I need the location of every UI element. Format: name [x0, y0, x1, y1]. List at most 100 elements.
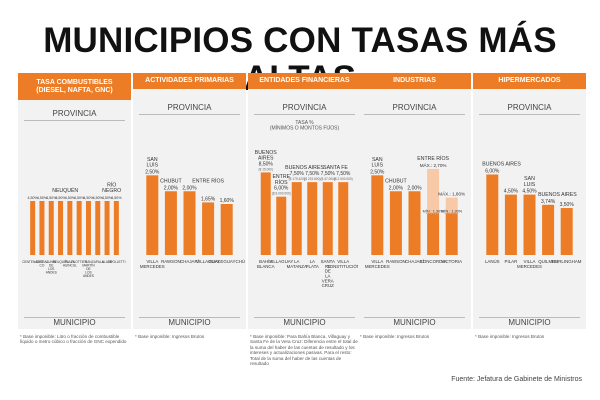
data-label: 8,50%	[259, 161, 274, 167]
data-label: 4,50%	[111, 196, 122, 200]
bar-quilmes	[542, 204, 555, 255]
bar-cutral-co	[39, 201, 45, 255]
category-label: JUNÍN DE LOS ANDES	[46, 260, 57, 275]
data-label: 6,00%	[274, 186, 289, 192]
bar-san-martin-de-los-andes	[85, 201, 91, 255]
category-label: VILLA MERCEDES	[140, 259, 165, 269]
category-label: LANÚS	[485, 259, 500, 264]
data-label: 7,50%	[336, 171, 351, 177]
province-divider	[24, 120, 125, 121]
category-label: VILLA MERCEDES	[365, 259, 390, 269]
category-label: CHAJARÍ	[180, 259, 200, 264]
province-axis-label: PROVINCIA	[282, 103, 327, 112]
panel-header: ENTIDADES FINANCIERAS	[248, 73, 361, 89]
bar-chart-svg: 2,50% VILLA MERCEDES 2,00% RAWSON 2,00% CHAJAR…	[365, 155, 465, 269]
bar-chart-svg: 6,00% LANÚS 4,50% PILAR 4,50% VILLA MERCEDES 3,…	[482, 161, 582, 269]
bar-junin-de-los-andes	[48, 201, 54, 255]
data-label: 7,50%	[305, 171, 320, 177]
category-label: VILLAGUAY	[269, 259, 293, 264]
category-label: CENTENARIO	[22, 260, 43, 264]
data-label: 1,60%	[220, 198, 235, 204]
category-label: HURLINGHAM	[552, 259, 582, 264]
province-group-label: SAN LUIS	[524, 176, 536, 188]
municipality-divider	[479, 317, 580, 318]
data-label: 7,50%	[290, 171, 305, 177]
data-label: 2,00%	[407, 185, 422, 191]
category-label: VICTORIA	[441, 259, 462, 264]
data-label: 2,00%	[164, 185, 179, 191]
category-label: RAWSON	[161, 259, 181, 264]
municipality-divider	[24, 317, 125, 318]
chart-panel-tasa-combustibles-diesel-nafta-gnc: TASA COMBUSTIBLES (DIESEL, NAFTA, GNC) PR…	[18, 73, 131, 329]
province-group-label: SAN LUIS	[147, 157, 159, 169]
province-divider	[254, 114, 355, 115]
category-label: NEUQUÉN	[53, 259, 70, 264]
category-label: ALLEN	[102, 260, 113, 264]
bar-neuquen	[58, 201, 64, 255]
data-label: 7,50%	[321, 171, 336, 177]
base-note: * Base imponible: Ingresos Brutos	[475, 334, 545, 339]
data-sub-label: ($ 219.600)	[304, 177, 320, 181]
province-group-label: BUENOS AIRES	[255, 150, 277, 162]
category-label: CHAJARÍ	[405, 259, 425, 264]
bar-chajari	[408, 191, 421, 255]
data-label: 4,50%	[83, 196, 94, 200]
bar-lanus	[486, 174, 499, 255]
base-note: * Base imponible: Ingresos Brutos	[360, 334, 430, 339]
municipality-divider	[364, 317, 465, 318]
bar-chart-svg: TASA % (MÍNIMOS O MONTOS FIJOS) 8,50%($ 15…	[255, 120, 360, 288]
bar-range-max	[427, 168, 440, 214]
bar-villaguay	[202, 202, 215, 255]
category-label: CIPOLLETTI	[107, 260, 125, 264]
data-label: 2,00%	[182, 185, 197, 191]
municipality-divider	[139, 317, 240, 318]
panel-header-text: HIPERMERCADOS	[498, 77, 561, 84]
municipality-axis-label: MUNICIPIO	[168, 318, 211, 327]
category-label: CONCORDIA	[420, 259, 447, 264]
panel-header: HIPERMERCADOS	[473, 73, 586, 89]
bar-villaguay	[276, 196, 287, 255]
province-divider	[364, 114, 465, 115]
province-group-label: BUENOS AIRES	[482, 161, 521, 167]
data-label: 4,50%	[102, 196, 113, 200]
data-sub-label: ($ 2.000.000)	[334, 177, 353, 181]
category-label: PILAR	[505, 259, 518, 264]
bar-bahia-blanca	[260, 172, 271, 255]
municipality-axis-label: MUNICIPIO	[393, 318, 436, 327]
chart-panel-actividades-primarias: ACTIVIDADES PRIMARIAS PROVINCIA MUNICIPIO 2…	[133, 73, 246, 329]
data-sub-label: ($ 8.000.000)	[272, 192, 291, 196]
data-label: MÁX.: 1,80%	[438, 191, 465, 197]
data-label: 2,00%	[389, 185, 404, 191]
bar-villa-mercedes	[523, 194, 536, 255]
bar-villa-mercedes	[371, 175, 384, 255]
base-note: * Base imponible: Ingresos Brutos	[135, 334, 205, 339]
source-note: Fuente: Jefatura de Gabinete de Ministro…	[451, 376, 582, 383]
province-axis-label: PROVINCIA	[392, 103, 437, 112]
category-label: ZAPALA	[92, 260, 105, 264]
data-label: 4,50%	[74, 196, 85, 200]
province-axis-label: PROVINCIA	[507, 103, 552, 112]
province-group-label: SANTA FE	[323, 165, 348, 171]
bar-chart-svg: 2,50% VILLA MERCEDES 2,00% RAWSON 2,00% CHAJAR…	[140, 157, 245, 269]
category-label: VILLA MERCEDES	[517, 259, 542, 269]
bar-chart-svg: 4,50% CENTENARIO 4,50% CUTRAL CO 4,50% JUNÍN DE…	[22, 182, 125, 279]
data-label: 4,50%	[504, 189, 519, 195]
category-label: PLOTTIER	[71, 260, 87, 264]
base-note: * Base imponible: Para Bahía Blanca, Vil…	[250, 334, 358, 367]
category-label: CUTRAL CO	[36, 260, 49, 268]
category-label: QUILMES	[538, 259, 558, 264]
panel-header: ACTIVIDADES PRIMARIAS	[133, 73, 246, 89]
data-label: 4,50%	[55, 196, 66, 200]
axis-sub-label: TASA % (MÍNIMOS O MONTOS FIJOS)	[270, 120, 340, 132]
province-group-label: SAN LUIS	[372, 157, 384, 169]
municipality-axis-label: MUNICIPIO	[508, 318, 551, 327]
municipality-axis-label: MUNICIPIO	[283, 318, 326, 327]
province-axis-label: PROVINCIA	[167, 103, 212, 112]
category-label: SAN MARTÍN DE LOS ANDES	[82, 260, 95, 278]
data-sub-label: ($ 47.000)	[320, 177, 335, 181]
panel-header-text: ACTIVIDADES PRIMARIAS	[145, 77, 234, 84]
province-axis-label: PROVINCIA	[52, 109, 97, 118]
data-sub-label: ($ 179.420)	[289, 177, 305, 181]
data-label: 4,50%	[28, 196, 39, 200]
data-label-min: MÍN.: 1,30%	[423, 210, 445, 214]
